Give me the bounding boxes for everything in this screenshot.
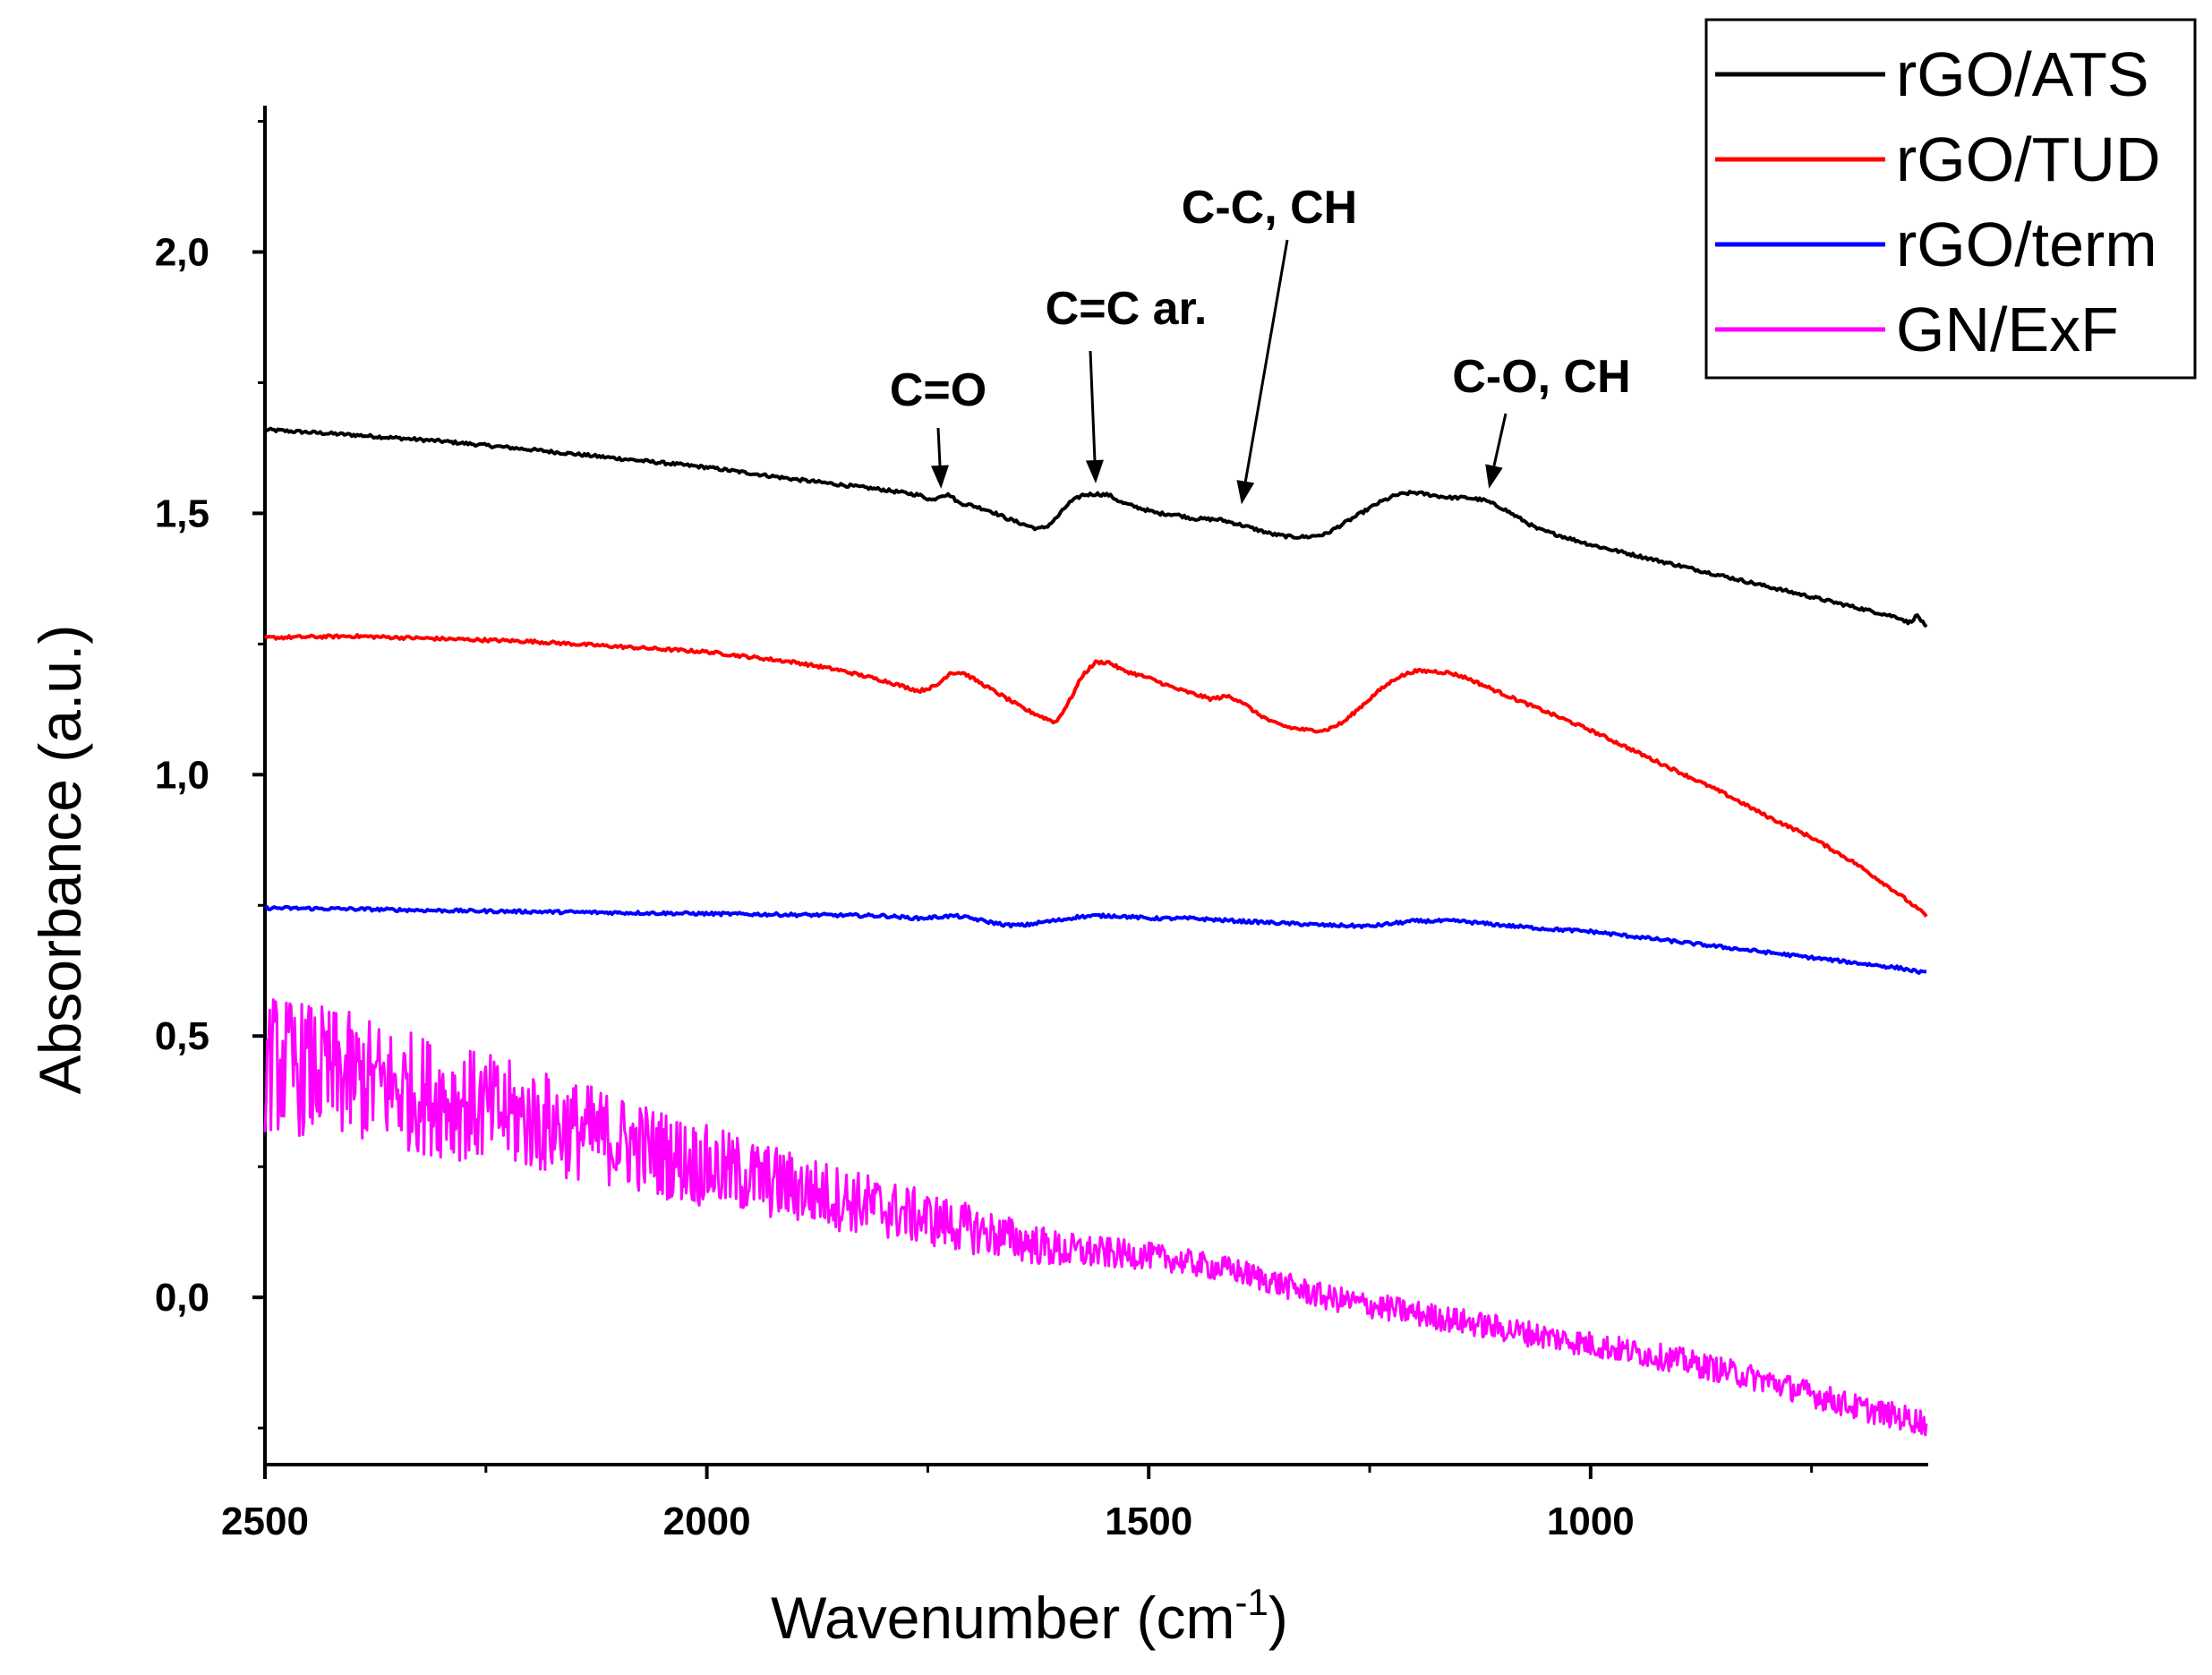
- legend-label-gn-exf: GN/ExF: [1896, 295, 2119, 364]
- y-axis-title: Absorbance (a.u.): [27, 625, 93, 1095]
- axes: [263, 106, 1928, 1466]
- x-axis-title-main: Wavenumber (cm: [771, 1585, 1234, 1651]
- x-axis-title-sup: -1: [1235, 1581, 1268, 1623]
- series-line-gn-exf: [263, 998, 1928, 1437]
- arrow-head-3: [1485, 464, 1503, 489]
- annotation-c-c-ar: C=C ar.: [1046, 283, 1208, 335]
- legend: rGO/ATS rGO/TUD rGO/term GN/ExF: [1704, 18, 2197, 380]
- legend-label-rgo-ats: rGO/ATS: [1896, 39, 2149, 109]
- x-tick-label-0: 2500: [221, 1500, 309, 1543]
- minor-ticks: [258, 120, 1814, 1473]
- arrow-head-1: [1085, 459, 1104, 484]
- y-tick-label-4: 2,0: [155, 230, 209, 274]
- arrow-shaft-0: [936, 427, 942, 466]
- y-tick-label-0: 0,0: [155, 1276, 209, 1320]
- x-axis-title-close: ): [1268, 1585, 1288, 1651]
- arrow-shaft-3: [1492, 413, 1507, 466]
- legend-label-rgo-term: rGO/term: [1896, 209, 2157, 279]
- series-line-rgo-tud: [263, 633, 1928, 918]
- y-tick-label-1: 0,5: [155, 1014, 209, 1058]
- arrow-head-0: [931, 465, 949, 489]
- legend-box: [1704, 18, 2197, 380]
- series-group: [263, 426, 1928, 1437]
- annotation-c-o: C=O: [890, 364, 986, 416]
- arrow-shaft-2: [1243, 239, 1289, 483]
- annotations: C=O C=C ar. C-C, CH C-O, CH: [890, 182, 1631, 505]
- y-ticks: 0,0 0,5 1,0 1,5 2,0: [155, 230, 265, 1320]
- arrow-head-2: [1236, 480, 1255, 505]
- annotation-c-o-ch: C-O, CH: [1452, 351, 1630, 403]
- annotation-arrows: [931, 239, 1507, 505]
- y-tick-label-2: 1,0: [155, 753, 209, 797]
- legend-label-rgo-tud: rGO/TUD: [1896, 124, 2161, 194]
- x-tick-label-1: 2000: [663, 1500, 751, 1543]
- annotation-c-c-ch: C-C, CH: [1182, 182, 1357, 234]
- x-tick-label-2: 1500: [1105, 1500, 1192, 1543]
- x-axis-title: Wavenumber (cm-1): [771, 1581, 1288, 1651]
- y-tick-label-3: 1,5: [155, 491, 209, 535]
- series-line-rgo-term: [264, 904, 1927, 975]
- series-line-rgo-ats: [263, 426, 1928, 628]
- arrow-shaft-1: [1089, 350, 1097, 461]
- x-tick-label-3: 1000: [1547, 1500, 1635, 1543]
- x-ticks: 2500 2000 1500 1000: [221, 1465, 1635, 1543]
